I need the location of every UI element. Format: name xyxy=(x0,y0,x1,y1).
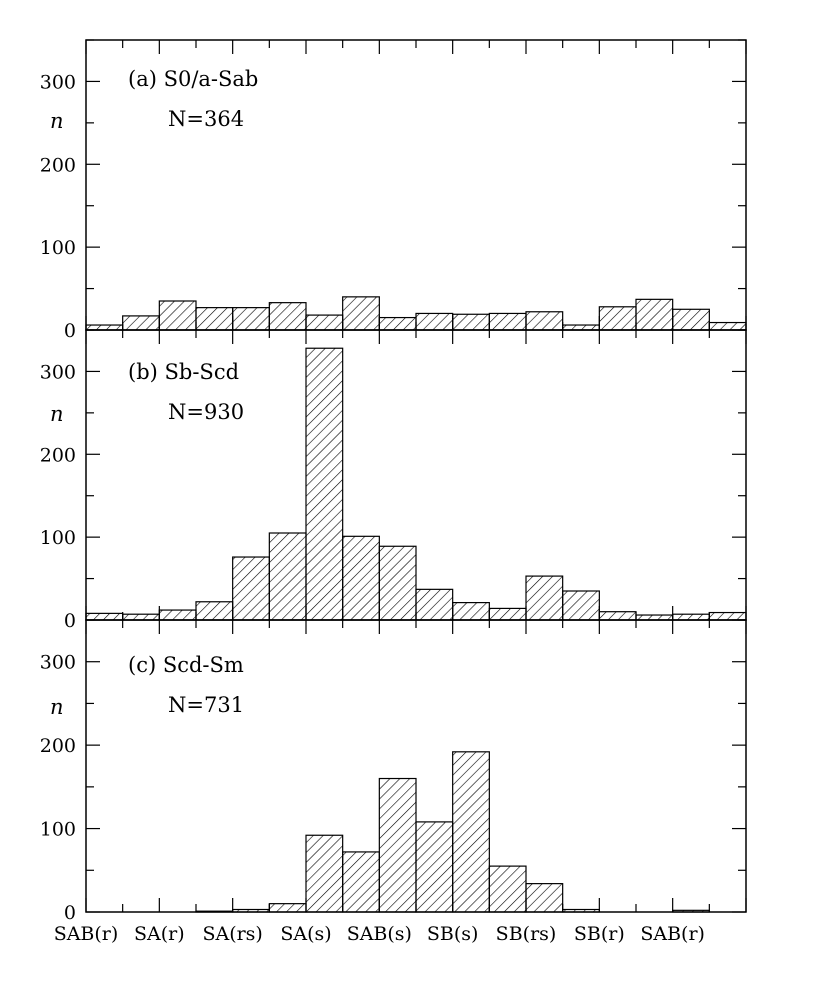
panel-a-ytick-label-200: 200 xyxy=(40,154,76,176)
panel-c-bar-12 xyxy=(488,865,527,913)
panel-a-bar-18 xyxy=(708,321,747,331)
panel-a-bar-7 xyxy=(305,314,344,331)
panel-c: (c) Scd-Sm n N=731 0 100 200 300 SAB(r) SA(r… xyxy=(40,619,747,945)
panel-a: (a) S0/a-Sab n N=364 0 100 200 300 xyxy=(40,39,747,342)
panel-a-y-symbol: n xyxy=(50,109,64,133)
panel-a-ytick-label-300: 300 xyxy=(40,71,76,93)
panel-b-count: N=930 xyxy=(168,400,244,424)
panel-c-ytick-label-200: 200 xyxy=(40,735,76,757)
panel-a-y-tick-labels: 0 100 200 300 xyxy=(40,71,76,342)
panel-c-y-tick-labels: 0 100 200 300 xyxy=(40,652,76,924)
panel-c-xtick-label-9: SAB(r) xyxy=(640,923,705,945)
panel-a-bar-15 xyxy=(598,306,637,331)
panel-c-xtick-label-4: SA(s) xyxy=(280,923,331,945)
panel-b-ytick-label-0: 0 xyxy=(64,610,76,632)
panel-b-bar-5 xyxy=(232,556,270,621)
panel-c-ytick-label-0: 0 xyxy=(64,902,76,924)
panel-b-y-symbol: n xyxy=(50,402,64,426)
panel-a-ytick-label-100: 100 xyxy=(40,237,76,259)
panel-b-bar-9 xyxy=(378,545,417,621)
panel-c-title: (c) Scd-Sm xyxy=(128,653,244,677)
panel-c-ytick-label-100: 100 xyxy=(40,819,76,841)
panel-b-bar-8 xyxy=(342,535,380,621)
panel-a-bar-6 xyxy=(268,302,307,331)
panel-c-ytick-label-300: 300 xyxy=(40,652,76,674)
panel-a-ytick-label-0: 0 xyxy=(64,320,76,342)
panel-c-bar-13 xyxy=(525,883,564,913)
panel-c-xtick-label-3: SA(rs) xyxy=(202,923,262,945)
panel-b-bar-12 xyxy=(488,607,527,621)
panel-c-xtick-label-8: SB(r) xyxy=(574,923,625,945)
panel-b-y-tick-labels: 0 100 200 300 xyxy=(40,361,76,632)
panel-a-title: (a) S0/a-Sab xyxy=(128,67,258,91)
panel-c-bars xyxy=(195,751,710,913)
panel-b-bar-17 xyxy=(672,613,710,621)
panel-b-bar-13 xyxy=(525,575,564,621)
panel-a-count: N=364 xyxy=(168,107,244,131)
panel-c-bar-11 xyxy=(452,751,490,913)
panel-b-ytick-label-300: 300 xyxy=(40,361,76,383)
panel-a-bar-16 xyxy=(635,298,674,331)
panel-a-bar-10 xyxy=(415,312,454,331)
panel-b-ytick-label-100: 100 xyxy=(40,527,76,549)
panel-b-bar-4 xyxy=(195,601,234,621)
panel-c-xtick-label-5: SAB(s) xyxy=(347,923,412,945)
panel-a-bar-5 xyxy=(232,307,270,331)
panel-c-bar-6 xyxy=(268,903,307,913)
panel-a-bar-9 xyxy=(378,316,417,331)
panel-b-bar-7 xyxy=(305,347,344,621)
panel-b-bar-15 xyxy=(598,611,637,621)
panel-b-title: (b) Sb-Scd xyxy=(128,360,239,384)
panel-c-xtick-label-7: SB(rs) xyxy=(496,923,557,945)
panel-b-bars xyxy=(85,347,747,621)
panel-a-bar-8 xyxy=(342,296,380,331)
panel-b-ytick-label-200: 200 xyxy=(40,444,76,466)
panel-a-bar-13 xyxy=(525,311,564,331)
panel-b-bar-10 xyxy=(415,588,454,621)
panel-a-bar-2 xyxy=(122,315,160,331)
panel-a-bar-3 xyxy=(158,300,197,331)
panel-c-xtick-label-6: SB(s) xyxy=(427,923,479,945)
panel-b-bar-2 xyxy=(122,613,160,621)
panel-b-bar-6 xyxy=(268,532,307,621)
panel-a-bar-17 xyxy=(672,308,710,331)
panel-c-bar-7 xyxy=(305,834,344,913)
panel-a-bars xyxy=(85,296,747,331)
panel-a-bar-4 xyxy=(195,307,234,331)
panel-c-x-tick-labels: SAB(r) SA(r) SA(rs) SA(s) SAB(s) SB(s) SB(rs) S… xyxy=(54,923,705,945)
panel-b-bar-3 xyxy=(158,609,197,621)
panel-c-xtick-label-1: SAB(r) xyxy=(54,923,119,945)
panel-b-bar-11 xyxy=(452,601,490,621)
panel-a-bar-11 xyxy=(452,313,490,331)
panel-b-bar-1 xyxy=(85,612,124,621)
panel-c-frame xyxy=(85,619,747,913)
panel-b-bar-14 xyxy=(562,590,600,621)
panel-c-bar-9 xyxy=(378,777,417,913)
panel-b-bar-18 xyxy=(708,611,747,621)
panel-c-bar-10 xyxy=(415,821,454,913)
panel-a-bar-12 xyxy=(488,312,527,331)
panel-c-xtick-label-2: SA(r) xyxy=(134,923,185,945)
panel-c-y-symbol: n xyxy=(50,695,64,719)
panel-c-count: N=731 xyxy=(168,693,244,717)
panel-c-bar-8 xyxy=(342,851,380,913)
panel-b: (b) Sb-Scd n N=930 0 100 200 300 xyxy=(40,329,747,632)
